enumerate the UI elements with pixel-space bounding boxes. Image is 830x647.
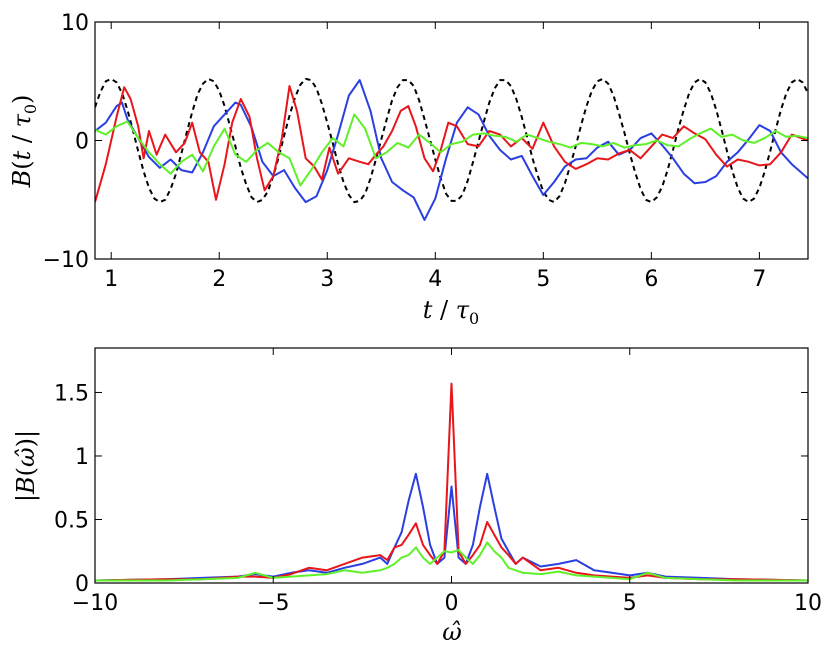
- time-series-x-tick-label: 7: [752, 267, 766, 292]
- time-series-x-tick-label: 6: [644, 267, 658, 292]
- time-series-x-tick-label: 1: [104, 267, 118, 292]
- time-series-y-tick-label: −10: [43, 248, 89, 273]
- time-series-x-tick-label: 3: [320, 267, 334, 292]
- spectrum-x-tick-label: −10: [72, 591, 118, 616]
- spectrum-x-axis-label: ω̂: [442, 618, 462, 646]
- spectrum-series-red-line: [95, 382, 808, 582]
- time-series-series-blue-line: [95, 79, 808, 221]
- time-series-x-axis-label: t / τ0: [423, 296, 479, 328]
- spectrum-y-tick-label: 0.5: [54, 508, 89, 533]
- time-series-ticks: 1 2 3 4 5 6 7 −10 0 10: [43, 11, 808, 292]
- spectrum-y-tick-label: 1.5: [54, 381, 89, 406]
- spectrum-y-tick-label: 0: [75, 572, 89, 597]
- spectrum-x-tick-label: −5: [257, 591, 289, 616]
- time-series-x-tick-label: 4: [428, 267, 442, 292]
- time-series-x-tick-label: 5: [536, 267, 550, 292]
- time-series-y-axis-label: B(t / τ0): [8, 95, 40, 189]
- time-series-y-tick-label: 0: [75, 130, 89, 155]
- time-series-series-red-line: [95, 85, 808, 203]
- spectrum-x-tick-label: 10: [794, 591, 822, 616]
- spectrum-ticks: −10 −5 0 5 10 0 0.5 1 1.5: [54, 348, 822, 616]
- time-series-series-black-dashed-line: [95, 77, 808, 204]
- time-series-plot-area: [95, 77, 808, 221]
- spectrum-x-tick-label: 0: [445, 591, 459, 616]
- spectrum-panel: −10 −5 0 5 10 0 0.5 1 1.5 ω̂ |B(ω̂)|: [12, 347, 822, 646]
- spectrum-series-blue-line: [95, 472, 808, 582]
- spectrum-y-axis-label: |B(ω̂)|: [12, 430, 41, 502]
- spectrum-plot-area: [95, 382, 808, 582]
- time-series-series-green-line: [95, 113, 808, 187]
- spectrum-y-tick-label: 1: [75, 445, 89, 470]
- spectrum-series-green-line: [95, 541, 808, 582]
- time-series-panel: 1 2 3 4 5 6 7 −10 0 10 t / τ0 B(t / τ0): [8, 11, 809, 328]
- spectrum-x-tick-label: 5: [623, 591, 637, 616]
- time-series-y-tick-label: 10: [61, 11, 89, 36]
- time-series-x-tick-label: 2: [212, 267, 226, 292]
